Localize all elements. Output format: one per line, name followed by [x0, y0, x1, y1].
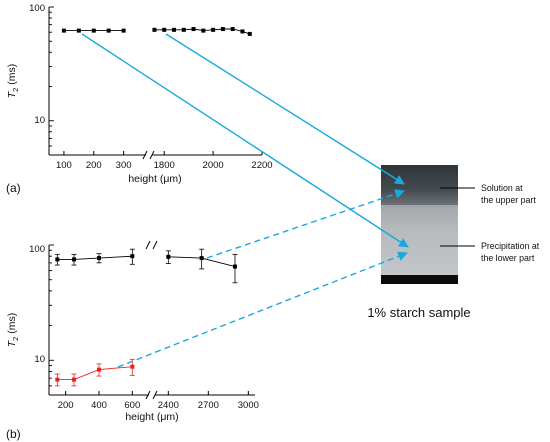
chart-a-x-tick-label: 100	[56, 160, 72, 171]
chart-a-data-point	[152, 27, 157, 32]
chart-a-data-point	[247, 31, 252, 36]
arrow-dashed-b-black-to-upper	[206, 189, 405, 259]
chart-b-top-break	[145, 240, 158, 250]
chart-a-ylabel: T2 (ms)	[6, 64, 20, 99]
chart-b: (b) 100 10 T2 (ms) height (μm) 200 400 600…	[6, 240, 259, 441]
svg-text:T2 (ms): T2 (ms)	[6, 313, 20, 348]
chart-b-data-point	[199, 256, 204, 261]
chart-b-x-tick-label: 3000	[238, 400, 259, 411]
arrow-dashed-b-red-to-lower	[117, 251, 408, 368]
callout-upper-line1: Solution at	[481, 183, 523, 193]
panel-a-label: (a)	[6, 181, 21, 195]
chart-a-xlabel: height (μm)	[128, 173, 181, 185]
arrow-solid-a-right-to-upper	[165, 33, 405, 185]
chart-a-marks	[61, 27, 252, 36]
chart-a-data-point	[191, 27, 196, 32]
sample-upper-solution	[381, 165, 458, 205]
sample-caption: 1% starch sample	[367, 305, 470, 320]
connector-arrows	[81, 33, 409, 368]
svg-text:T2 (ms): T2 (ms)	[6, 64, 20, 99]
chart-a-data-point	[106, 28, 111, 33]
sample-photo: Solution at the upper part Precipitation…	[367, 165, 540, 320]
chart-b-data-point	[72, 257, 76, 262]
chart-b-data-point	[97, 367, 101, 372]
chart-a-x-tick-label: 1800	[154, 160, 175, 171]
chart-b-data-point	[166, 254, 171, 259]
chart-b-x-tick-label: 600	[124, 400, 140, 411]
chart-b-data-point	[130, 254, 135, 259]
sample-base	[381, 275, 458, 284]
chart-a-data-point	[91, 28, 96, 33]
chart-a-data-point	[181, 27, 186, 32]
chart-a-x-tick-label: 2200	[251, 160, 272, 171]
panel-b-label: (b)	[6, 427, 21, 441]
chart-a-y-tick-marks	[49, 6, 54, 156]
chart-a-data-point	[211, 27, 216, 32]
chart-b-x-tick-label: 2700	[198, 400, 219, 411]
chart-b-y-tick-100: 100	[29, 244, 45, 255]
chart-b-data-point	[130, 364, 135, 369]
chart-b-marks	[54, 248, 238, 387]
chart-a-y-tick-10: 10	[34, 115, 45, 126]
callout-lower-line1: Precipitation at	[481, 241, 540, 251]
chart-a-data-point	[230, 27, 235, 32]
chart-a-y-tick-100: 100	[29, 3, 45, 14]
chart-b-data-point	[55, 257, 60, 262]
chart-b-ylabel: T2 (ms)	[6, 313, 20, 348]
chart-a-x-ticks: 100 200 300 1800 2000 2200	[56, 151, 273, 171]
chart-a-data-point	[201, 28, 206, 33]
chart-a-data-point	[76, 28, 81, 33]
callout-lower-line2: the lower part	[481, 253, 535, 263]
chart-a-x-tick-label: 300	[116, 160, 132, 171]
chart-b-x-tick-label: 400	[91, 400, 107, 411]
chart-a-data-point	[121, 28, 126, 33]
chart-b-data-point	[55, 377, 60, 382]
chart-a-data-point	[172, 27, 176, 32]
chart-b-axis-break	[145, 390, 158, 400]
chart-a-data-point	[240, 29, 245, 34]
chart-b-data-point	[97, 256, 101, 261]
chart-a-data-point	[162, 27, 167, 32]
chart-b-series-line	[57, 366, 133, 381]
chart-b-y-tick-10: 10	[34, 354, 45, 365]
chart-b-data-point	[72, 377, 76, 382]
chart-b-xlabel: height (μm)	[125, 411, 178, 423]
chart-a-axis-break	[142, 150, 155, 160]
chart-b-y-tick-marks	[49, 244, 54, 396]
chart-b-x-tick-label: 200	[58, 400, 74, 411]
sample-lower-precipitation	[381, 205, 458, 275]
chart-b-x-ticks: 200 400 600 2400 2700 3000	[58, 391, 259, 411]
chart-a-data-point	[61, 28, 66, 33]
chart-a: (a) 100 10 T2 (ms) height (μm) 100 200 300…	[6, 3, 273, 195]
chart-a-x-tick-label: 2000	[203, 160, 224, 171]
chart-b-x-tick-label: 2400	[158, 400, 179, 411]
callout-upper-line2: the upper part	[481, 195, 536, 205]
chart-b-data-point	[233, 264, 237, 269]
chart-a-x-tick-label: 200	[86, 160, 102, 171]
arrow-solid-a-left-to-lower	[81, 33, 409, 248]
chart-a-data-point	[220, 27, 225, 32]
chart-b-series-line	[57, 255, 133, 260]
